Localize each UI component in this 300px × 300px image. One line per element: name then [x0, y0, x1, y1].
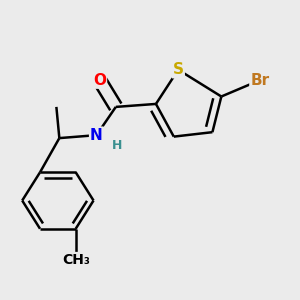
Text: H: H: [112, 139, 122, 152]
Text: N: N: [90, 128, 103, 142]
Text: Br: Br: [250, 73, 269, 88]
Text: CH₃: CH₃: [62, 253, 90, 267]
Text: O: O: [93, 73, 106, 88]
Text: S: S: [173, 62, 184, 77]
